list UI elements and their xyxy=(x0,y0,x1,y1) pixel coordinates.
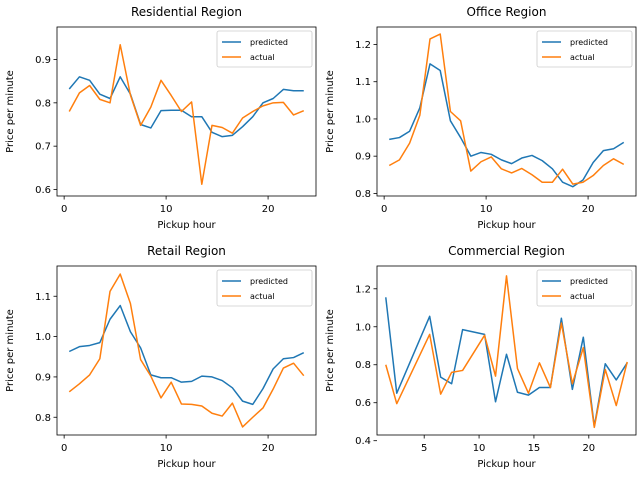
x-axis-label: Pickup hour xyxy=(477,220,536,231)
y-tick-label: 1.2 xyxy=(355,284,371,295)
x-tick-label: 20 xyxy=(262,443,275,454)
legend: predicted actual xyxy=(536,30,633,68)
x-tick-label: 20 xyxy=(262,204,275,215)
x-tick-label: 0 xyxy=(61,443,67,454)
y-tick-label: 1.0 xyxy=(355,114,371,125)
y-tick-label: 1.1 xyxy=(35,292,51,303)
axes-frame xyxy=(56,26,317,197)
y-tick-label: 0.8 xyxy=(355,189,371,200)
x-tick-label: 10 xyxy=(480,204,493,215)
legend-label-actual: actual xyxy=(250,53,275,62)
legend: predicted actual xyxy=(536,269,633,307)
x-tick-label: 10 xyxy=(160,204,173,215)
chart-title: Residential Region xyxy=(131,5,242,19)
series-line-predicted xyxy=(68,76,304,138)
x-axis-label: Pickup hour xyxy=(477,459,536,470)
legend-label-actual: actual xyxy=(250,292,275,301)
y-tick-label: 0.7 xyxy=(35,142,51,153)
axes-frame xyxy=(376,26,637,197)
legend-frame xyxy=(536,269,633,307)
y-tick-label: 0.9 xyxy=(35,372,51,383)
x-tick-label: 0 xyxy=(61,204,67,215)
y-tick-label: 0.6 xyxy=(355,398,371,409)
series-line-actual xyxy=(388,33,625,185)
series-line-actual xyxy=(68,44,305,186)
x-tick-label: 0 xyxy=(381,204,387,215)
y-tick-label: 0.9 xyxy=(355,152,371,163)
x-axis-label: Pickup hour xyxy=(157,220,216,231)
series-line-actual xyxy=(68,273,305,428)
subplot-1: 0 10 20 0.6 0.7 0.8 0.9 Residential Region Picku… xyxy=(5,5,317,231)
legend: predicted actual xyxy=(216,269,313,307)
y-tick-label: 0.8 xyxy=(35,413,51,424)
legend-label-actual: actual xyxy=(570,53,595,62)
subplot-4: 5 10 15 20 0.4 0.6 0.8 1.0 1.2 Commercial Region P… xyxy=(325,244,637,470)
y-axis-label: Price per minute xyxy=(5,309,16,392)
y-tick-label: 0.9 xyxy=(35,55,51,66)
x-tick-label: 20 xyxy=(582,204,595,215)
x-axis-label: Pickup hour xyxy=(157,459,216,470)
legend-frame xyxy=(536,30,633,68)
x-tick-label: 15 xyxy=(528,443,541,454)
series-line-actual xyxy=(385,275,628,429)
legend-label-predicted: predicted xyxy=(250,277,288,286)
x-tick-label: 5 xyxy=(421,443,427,454)
y-tick-label: 0.4 xyxy=(355,436,371,447)
y-tick-label: 0.8 xyxy=(355,360,371,371)
y-axis-label: Price per minute xyxy=(325,309,336,392)
x-tick-label: 10 xyxy=(473,443,486,454)
y-tick-label: 1.2 xyxy=(355,40,371,51)
chart-title: Commercial Region xyxy=(448,244,565,258)
chart-title: Office Region xyxy=(467,5,547,19)
y-tick-label: 1.0 xyxy=(355,322,371,333)
legend-label-predicted: predicted xyxy=(250,38,288,47)
y-tick-label: 0.6 xyxy=(35,185,51,196)
series-line-predicted xyxy=(389,63,625,188)
y-tick-label: 1.1 xyxy=(355,77,371,88)
legend-frame xyxy=(216,30,313,68)
chart-title: Retail Region xyxy=(147,244,226,258)
legend: predicted actual xyxy=(216,30,313,68)
legend-label-predicted: predicted xyxy=(570,277,608,286)
y-axis-label: Price per minute xyxy=(5,70,16,153)
x-tick-label: 10 xyxy=(160,443,173,454)
axes-frame xyxy=(56,265,317,436)
y-axis-label: Price per minute xyxy=(325,70,336,153)
subplot-3: 0 10 20 0.8 0.9 1.0 1.1 Retail Region Pickup hou… xyxy=(5,244,317,470)
subplot-2: 0 10 20 0.8 0.9 1.0 1.1 1.2 Office Region Pickup … xyxy=(325,5,637,231)
y-tick-label: 1.0 xyxy=(35,332,51,343)
legend-label-actual: actual xyxy=(570,292,595,301)
legend-label-predicted: predicted xyxy=(570,38,608,47)
y-tick-label: 0.8 xyxy=(35,98,51,109)
legend-frame xyxy=(216,269,313,307)
axes-frame xyxy=(376,265,637,436)
x-tick-label: 20 xyxy=(582,443,595,454)
series-line-predicted xyxy=(68,304,305,406)
